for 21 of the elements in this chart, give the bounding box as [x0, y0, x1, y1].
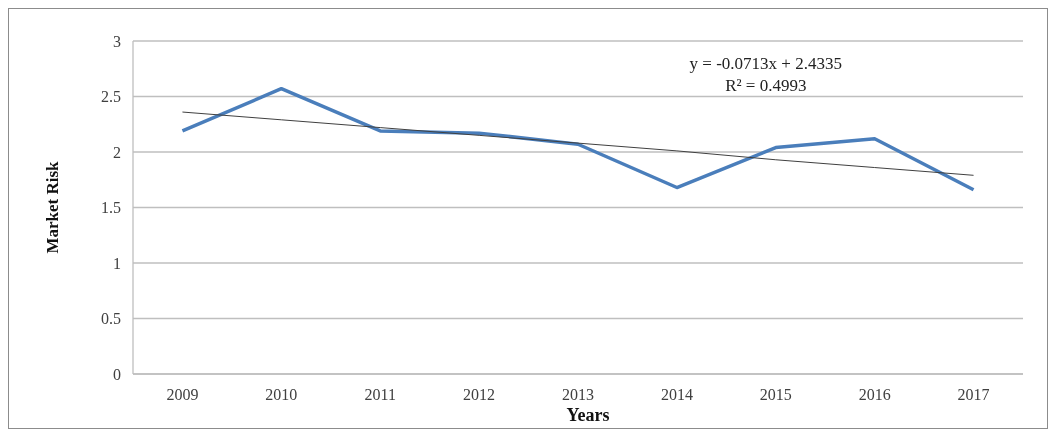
- y-tick-label: 2.5: [101, 88, 121, 106]
- y-tick-label: 1: [113, 254, 121, 272]
- x-tick-label: 2015: [759, 386, 792, 403]
- y-tick-label: 2: [113, 143, 121, 161]
- x-tick-label: 2014: [660, 386, 693, 403]
- annotation: R² = 0.4993: [725, 76, 807, 95]
- y-tick-label: 3: [113, 32, 121, 50]
- x-tick-label: 2009: [166, 386, 199, 403]
- y-tick-label: 1.5: [101, 199, 121, 217]
- y-axis-title: Market Risk: [43, 160, 62, 254]
- x-tick-label: 2012: [463, 386, 496, 403]
- x-tick-label: 2010: [265, 386, 298, 403]
- x-tick-label: 2017: [957, 386, 990, 403]
- x-tick-label: 2011: [364, 386, 396, 403]
- x-axis-title: Years: [566, 405, 610, 425]
- annotation: y = -0.0713x + 2.4335: [689, 54, 842, 73]
- y-tick-label: 0.5: [101, 310, 121, 328]
- line-series: [181, 111, 975, 176]
- x-tick-label: 2016: [858, 386, 891, 403]
- x-tick-label: 2013: [562, 386, 594, 403]
- y-tick-label: 0: [113, 365, 121, 383]
